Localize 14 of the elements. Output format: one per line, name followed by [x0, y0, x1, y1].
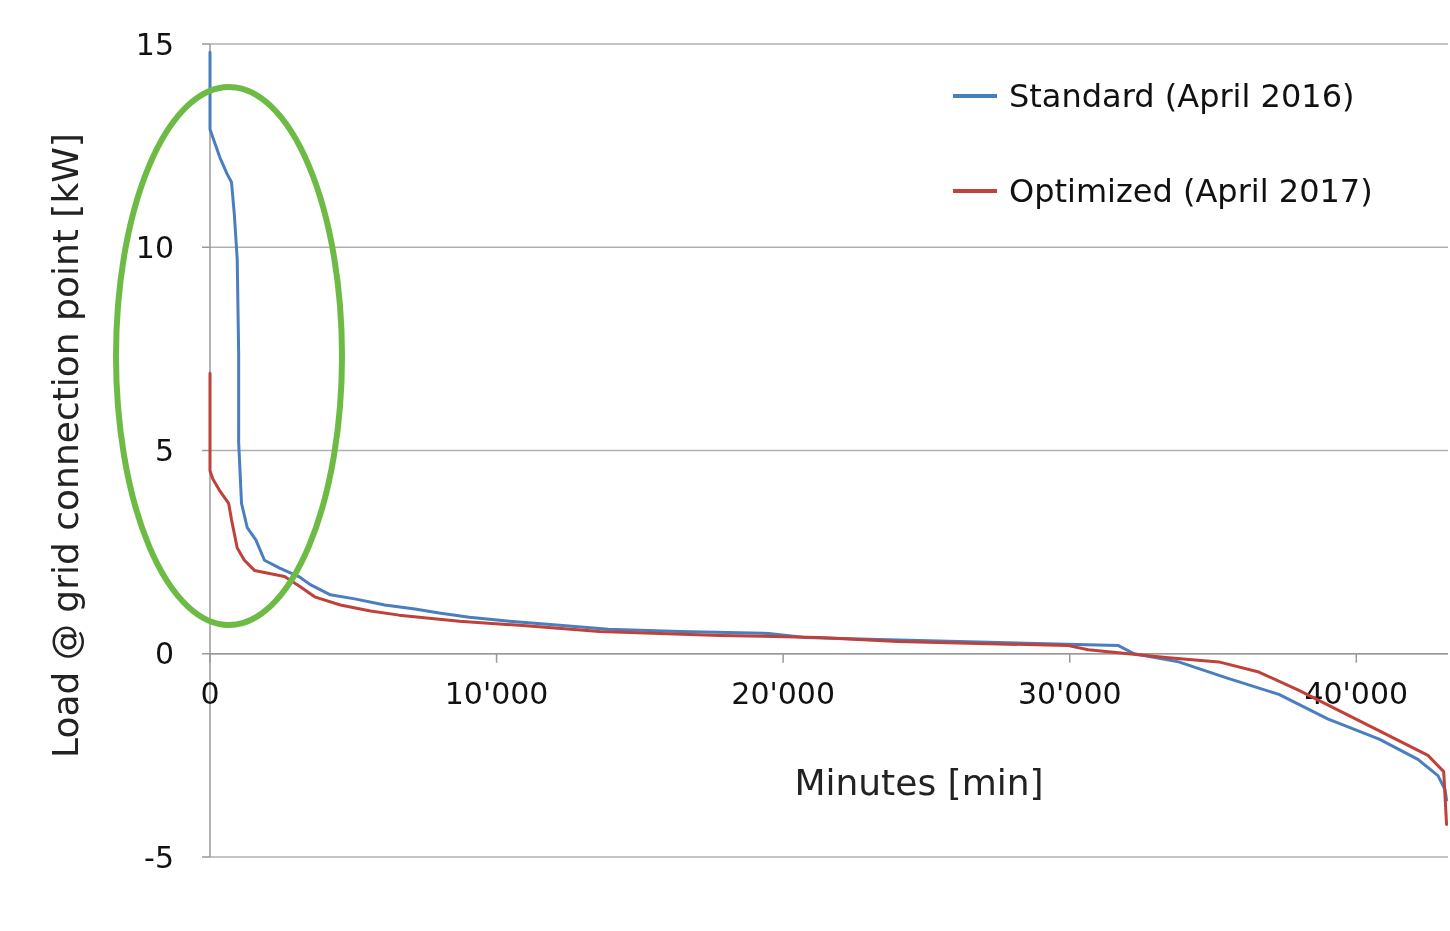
x-tick-label: 10'000	[444, 675, 549, 711]
y-tick-label: -5	[144, 839, 174, 875]
legend-label: Standard (April 2016)	[1009, 77, 1355, 115]
x-axis-title: Minutes [min]	[794, 762, 1044, 803]
x-tick-label: 20'000	[731, 675, 835, 711]
y-tick-label: 15	[135, 26, 174, 62]
x-tick-label: 0	[200, 675, 220, 711]
y-tick-label: 10	[135, 229, 174, 265]
y-tick-label: 0	[154, 636, 174, 672]
x-tick-label: 30'000	[1017, 675, 1122, 711]
legend-label: Optimized (April 2017)	[1009, 172, 1373, 210]
y-tick-label: 5	[154, 433, 174, 468]
y-axis-title: Load @ grid connection point [kW]	[45, 133, 86, 758]
x-tick-label: 40'000	[1304, 675, 1409, 711]
